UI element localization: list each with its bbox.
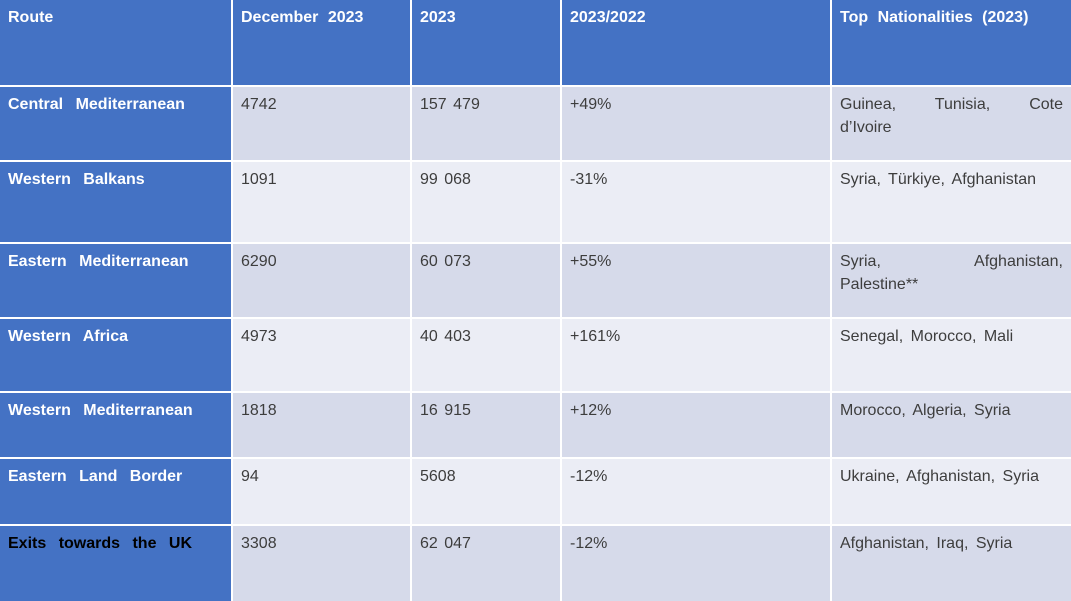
december-2023-cell: 1818 [231,391,412,459]
top-nationalities-cell: Guinea, Tunisia, Cote d’Ivoire [830,85,1071,162]
december-2023-cell: 6290 [231,242,412,319]
route-cell: Western Balkans [0,160,233,244]
route-cell: Exits towards the UK [0,524,233,601]
column-header-top-nationalities: Top Nationalities (2023) [830,0,1071,87]
total-2023-cell: 60 073 [410,242,562,319]
route-cell: Western Africa [0,317,233,393]
change-cell: +49% [560,85,832,162]
route-cell: Western Mediterranean [0,391,233,459]
december-2023-cell: 1091 [231,160,412,244]
total-2023-cell: 157 479 [410,85,562,162]
total-2023-cell: 16 915 [410,391,562,459]
table-row: Eastern Mediterranean 6290 60 073 +55% S… [0,242,1071,319]
table-row: Western Balkans 1091 99 068 -31% Syria, … [0,160,1071,244]
total-2023-cell: 40 403 [410,317,562,393]
header-row: Route December 2023 2023 2023/2022 Top N… [0,0,1071,87]
table-row: Central Mediterranean 4742 157 479 +49% … [0,85,1071,162]
table-row: Eastern Land Border 94 5608 -12% Ukraine… [0,457,1071,526]
top-nationalities-cell: Syria, Afghanistan, Palestine** [830,242,1071,319]
change-cell: +161% [560,317,832,393]
column-header-december-2023: December 2023 [231,0,412,87]
change-cell: +55% [560,242,832,319]
route-cell: Central Mediterranean [0,85,233,162]
route-cell: Eastern Mediterranean [0,242,233,319]
total-2023-cell: 99 068 [410,160,562,244]
table-row: Exits towards the UK 3308 62 047 -12% Af… [0,524,1071,601]
change-cell: -31% [560,160,832,244]
december-2023-cell: 4742 [231,85,412,162]
december-2023-cell: 3308 [231,524,412,601]
december-2023-cell: 4973 [231,317,412,393]
table-row: Western Mediterranean 1818 16 915 +12% M… [0,391,1071,459]
column-header-2023-2022: 2023/2022 [560,0,832,87]
change-cell: -12% [560,457,832,526]
top-nationalities-cell: Ukraine, Afghanistan, Syria [830,457,1071,526]
change-cell: -12% [560,524,832,601]
top-nationalities-cell: Afghanistan, Iraq, Syria [830,524,1071,601]
december-2023-cell: 94 [231,457,412,526]
column-header-2023: 2023 [410,0,562,87]
total-2023-cell: 62 047 [410,524,562,601]
table-row: Western Africa 4973 40 403 +161% Senegal… [0,317,1071,393]
change-cell: +12% [560,391,832,459]
top-nationalities-cell: Syria, Türkiye, Afghanistan [830,160,1071,244]
top-nationalities-cell: Senegal, Morocco, Mali [830,317,1071,393]
top-nationalities-cell: Morocco, Algeria, Syria [830,391,1071,459]
total-2023-cell: 5608 [410,457,562,526]
route-cell: Eastern Land Border [0,457,233,526]
column-header-route: Route [0,0,233,87]
